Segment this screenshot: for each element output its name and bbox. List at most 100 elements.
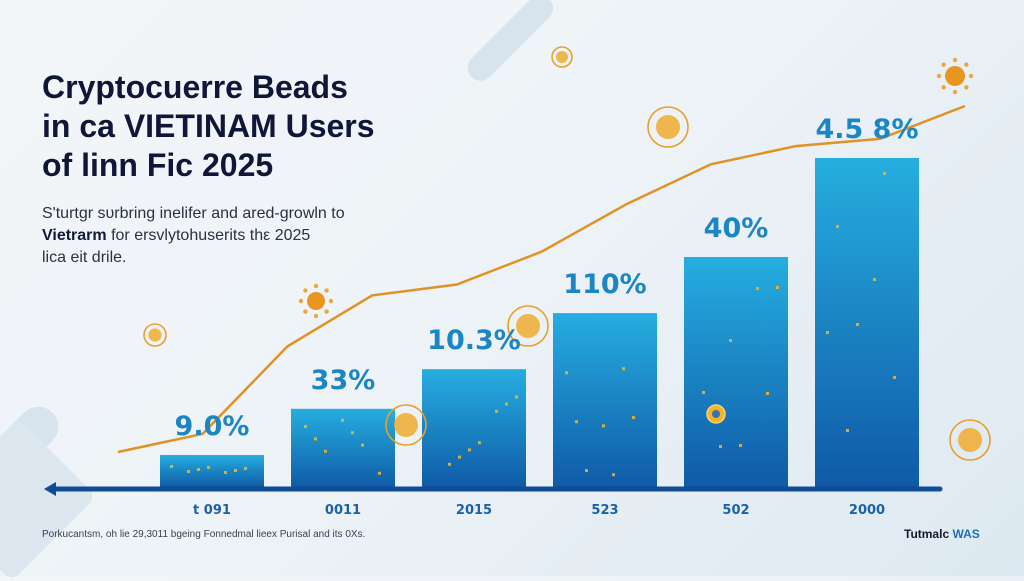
bar <box>160 455 264 488</box>
sparkle <box>505 402 508 406</box>
x-tick-label: 0011 <box>325 503 361 518</box>
coin-icon <box>143 323 167 347</box>
coin-icon <box>551 46 573 68</box>
coin-ring <box>507 305 549 347</box>
sparkle <box>224 471 227 474</box>
sparkle <box>515 395 518 399</box>
x-tick-label: t 091 <box>193 503 231 518</box>
x-tick-label: 523 <box>591 503 618 518</box>
sparkle <box>468 448 471 452</box>
coin-ring <box>143 323 167 347</box>
sun-ray <box>324 309 329 314</box>
coin-emblem <box>516 314 540 338</box>
sparkle <box>766 392 769 395</box>
sun-ray <box>328 298 334 304</box>
x-tick-label: 502 <box>722 503 749 518</box>
sparkle <box>632 416 635 420</box>
subtitle: S'turtgr sυrbring inelifer and ared-grow… <box>42 203 462 269</box>
subtitle-bold: Vietrarm <box>42 227 107 244</box>
title-line: Cryptocuerre Beads <box>42 69 348 105</box>
sparkle <box>458 455 461 459</box>
brand-logo: Tutmalc WAS <box>904 527 980 541</box>
subtitle-text: for ersvlytohuserits thε 2025 <box>106 227 311 244</box>
sparkle <box>602 424 605 428</box>
sparkle <box>776 286 779 289</box>
sun-core <box>307 292 325 310</box>
sparkle <box>324 449 327 453</box>
sparkle <box>495 409 498 413</box>
sparkle <box>575 420 578 424</box>
data-label: 9.0% <box>175 411 250 442</box>
sun-icon <box>298 283 334 319</box>
sparkle <box>893 376 896 379</box>
sparkle <box>826 331 829 334</box>
bar <box>684 257 788 488</box>
coin-emblem <box>148 328 162 342</box>
sparkle <box>341 418 344 422</box>
sun-ray <box>313 283 319 289</box>
subtitle-line: Vietrarm for ersvlytohuserits thε 2025 <box>42 225 462 247</box>
data-label: 110% <box>563 269 646 300</box>
subtitle-text: lica eit drile. <box>42 249 127 266</box>
subtitle-text: S'turtgr sυrbring inelifer and ared-grow… <box>42 205 345 222</box>
bar <box>291 408 395 488</box>
coin-ring <box>647 106 689 148</box>
coin-icon <box>647 106 689 148</box>
sun-ray <box>313 313 319 319</box>
coin-ring <box>949 419 991 461</box>
coin-emblem <box>958 428 982 452</box>
sparkle <box>378 471 381 475</box>
subtitle-line: S'turtgr sυrbring inelifer and ared-grow… <box>42 203 462 225</box>
sparkle <box>244 467 247 470</box>
x-tick-label: 2000 <box>849 503 885 518</box>
data-label: 10.3% <box>427 325 521 356</box>
page-title: Cryptocuerre Beads in ca VIETINAM Users … <box>42 68 462 185</box>
bar <box>553 313 657 488</box>
brand-name: Tutmalc <box>904 527 953 541</box>
data-label: 33% <box>311 365 376 396</box>
sparkle <box>729 339 732 342</box>
coin-icon <box>385 404 427 446</box>
data-label: 40% <box>704 213 769 244</box>
sun-ray <box>952 57 958 63</box>
title-line: of linn Fic 2025 <box>42 147 274 183</box>
sun-ray <box>964 62 969 67</box>
sun-ray <box>303 288 308 293</box>
sparkle <box>585 469 588 473</box>
coin-icon <box>706 404 726 424</box>
sun-ray <box>941 85 946 90</box>
axis-arrow-icon <box>44 482 56 496</box>
sun-ray <box>952 89 958 95</box>
sparkle <box>304 425 307 428</box>
sun-icon <box>936 57 974 95</box>
sun-ray <box>941 62 946 67</box>
sparkle <box>856 323 859 326</box>
sparkle <box>756 287 759 290</box>
brand-accent: WAS <box>952 527 980 541</box>
title-line: in ca VIETINAM Users <box>42 108 375 144</box>
sparkle <box>314 437 317 441</box>
sparkle <box>612 473 615 477</box>
sparkle <box>478 441 481 445</box>
sparkle <box>622 367 625 371</box>
sparkle <box>883 172 886 175</box>
data-label: 4.5 8% <box>815 114 918 145</box>
sparkle <box>351 431 354 435</box>
coin-emblem <box>711 409 721 419</box>
sparkle <box>836 225 839 228</box>
bar <box>815 158 919 488</box>
sparkle <box>361 443 364 447</box>
footnote: Porkucantsm, oh lie 29,3011 bgeing Fonne… <box>42 529 366 540</box>
sparkle <box>170 465 173 468</box>
sparkle <box>873 278 876 281</box>
sun-ray <box>936 73 942 79</box>
sparkle <box>739 444 742 447</box>
coin-emblem <box>656 115 680 139</box>
sparkle <box>207 466 210 469</box>
sun-ray <box>968 73 974 79</box>
bar <box>422 369 526 488</box>
sparkle <box>448 462 451 466</box>
coin-ring <box>551 46 573 68</box>
sparkle <box>846 429 849 432</box>
sun-ray <box>324 288 329 293</box>
